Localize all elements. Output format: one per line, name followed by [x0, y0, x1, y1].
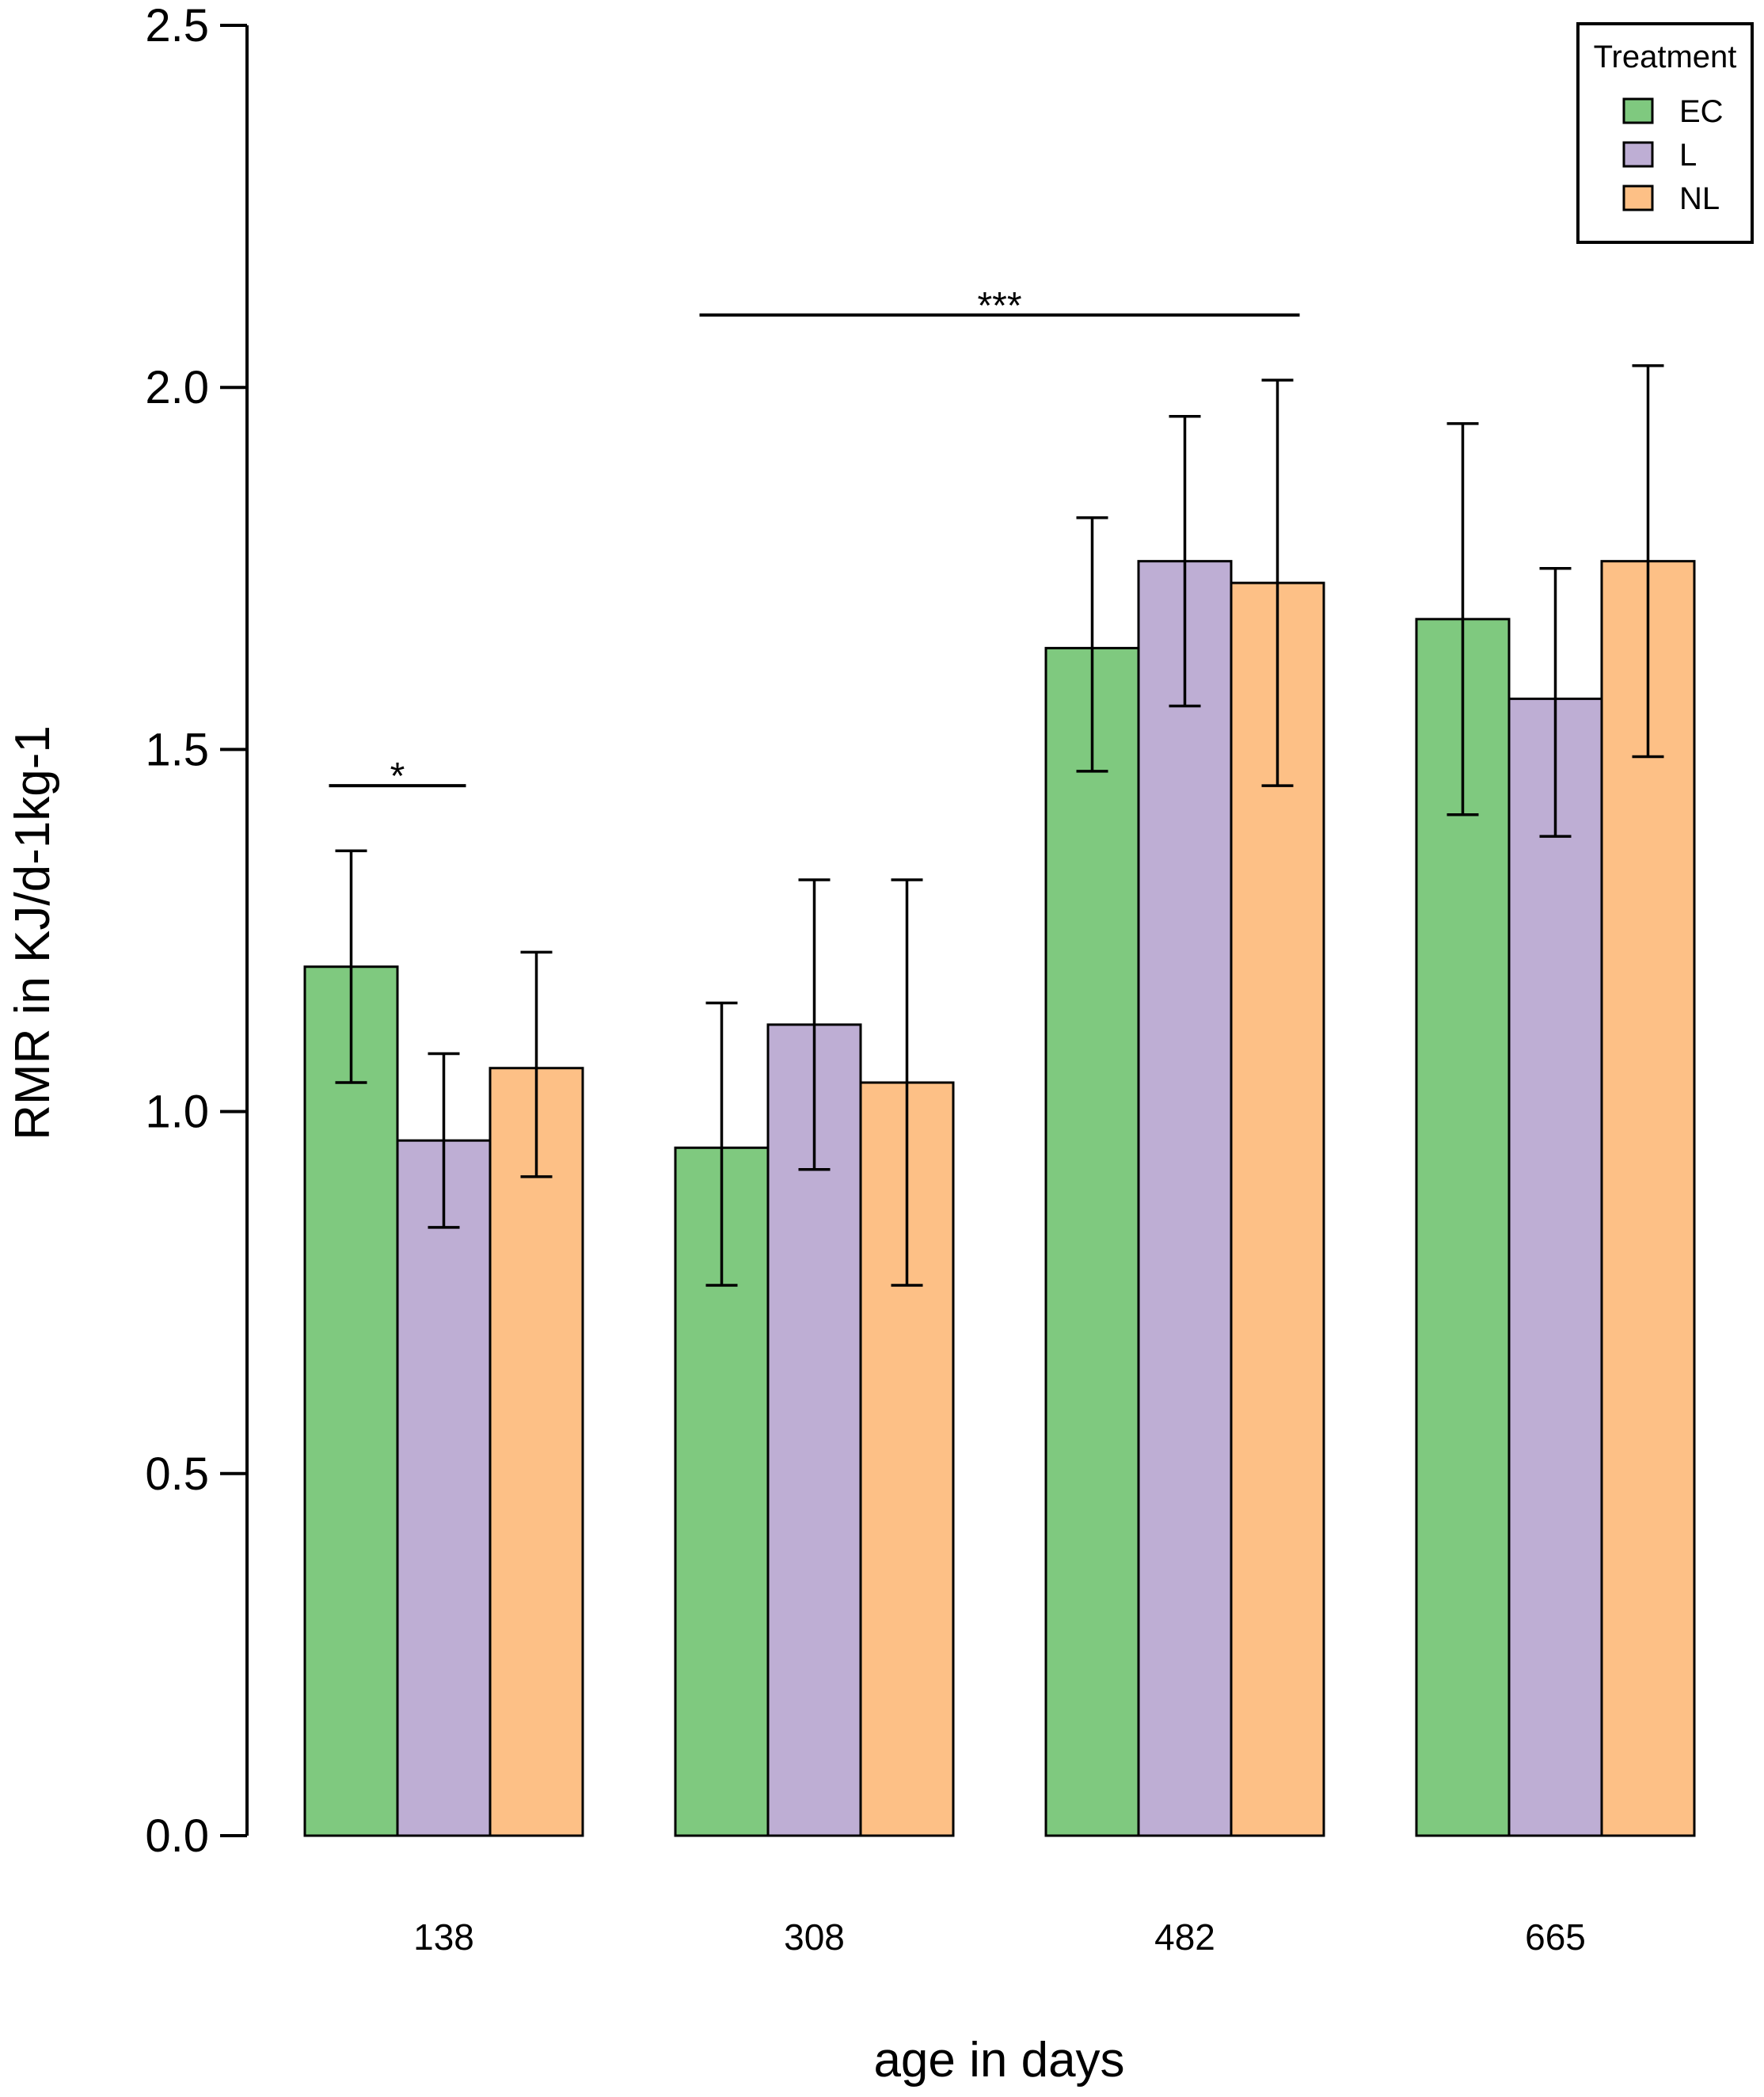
- legend-item-l: L: [1622, 138, 1697, 173]
- legend-swatch: [1622, 141, 1654, 168]
- error-bar-l-665: [1539, 567, 1572, 838]
- y-tick-label: 2.0: [145, 362, 209, 413]
- error-bar-ec-665: [1447, 422, 1479, 816]
- error-bar-ec-138: [335, 849, 367, 1084]
- x-axis-title: age in days: [873, 2033, 1124, 2087]
- error-bar-nl-482: [1261, 379, 1294, 787]
- bar-l-482: [1137, 560, 1233, 1837]
- legend-label: L: [1679, 138, 1697, 173]
- significance-annotations: ****: [329, 285, 1300, 797]
- bars-layer: [303, 560, 1696, 1837]
- y-tick-label: 1.5: [145, 724, 209, 775]
- x-tick-label-665: 665: [1525, 1916, 1586, 1958]
- significance-label: *: [390, 755, 405, 797]
- error-bar-l-138: [428, 1052, 460, 1229]
- bar-ec-665: [1415, 618, 1511, 1837]
- y-tick-label: 0.5: [145, 1448, 209, 1500]
- bar-nl-138: [489, 1067, 584, 1837]
- bar-l-665: [1507, 697, 1603, 1837]
- significance-annotation-1: *: [329, 755, 466, 797]
- legend-label: NL: [1679, 181, 1720, 216]
- x-axis-tick-labels: 138 308 482 665: [413, 1916, 1586, 1958]
- error-bars-layer: [335, 364, 1664, 1287]
- x-tick-label-308: 308: [784, 1916, 845, 1958]
- legend-box: [1576, 22, 1754, 244]
- error-bar-nl-308: [891, 878, 923, 1287]
- legend-label: EC: [1679, 94, 1724, 129]
- y-axis-title: RMR in KJ/d-1kg-1: [6, 725, 60, 1140]
- legend-item-ec: EC: [1622, 94, 1724, 129]
- legend: Treatment EC L NL: [1576, 22, 1754, 244]
- significance-label: ***: [977, 285, 1021, 327]
- error-bar-ec-308: [705, 1001, 738, 1287]
- x-tick-label-138: 138: [413, 1916, 474, 1958]
- x-tick-label-482: 482: [1154, 1916, 1215, 1958]
- error-bar-nl-665: [1632, 364, 1664, 759]
- y-tick-label: 2.5: [145, 0, 209, 51]
- bar-ec-482: [1044, 646, 1140, 1837]
- bar-nl-482: [1230, 581, 1325, 1837]
- bar-nl-665: [1600, 560, 1696, 1837]
- error-bar-l-482: [1169, 415, 1201, 708]
- significance-annotation-2: ***: [699, 285, 1300, 327]
- y-axis: 0.0 0.5 1.0 1.5 2.0 2.5: [145, 0, 249, 1862]
- error-bar-ec-482: [1076, 516, 1108, 773]
- bar-ec-138: [303, 965, 399, 1837]
- legend-swatch: [1622, 185, 1654, 211]
- bar-l-138: [396, 1139, 492, 1837]
- y-tick-label: 0.0: [145, 1810, 209, 1862]
- legend-swatch: [1622, 97, 1654, 124]
- legend-item-nl: NL: [1622, 181, 1720, 216]
- error-bar-l-308: [798, 878, 831, 1171]
- y-tick-label: 1.0: [145, 1087, 209, 1138]
- legend-title: Treatment: [1594, 40, 1737, 74]
- error-bar-nl-138: [520, 950, 553, 1178]
